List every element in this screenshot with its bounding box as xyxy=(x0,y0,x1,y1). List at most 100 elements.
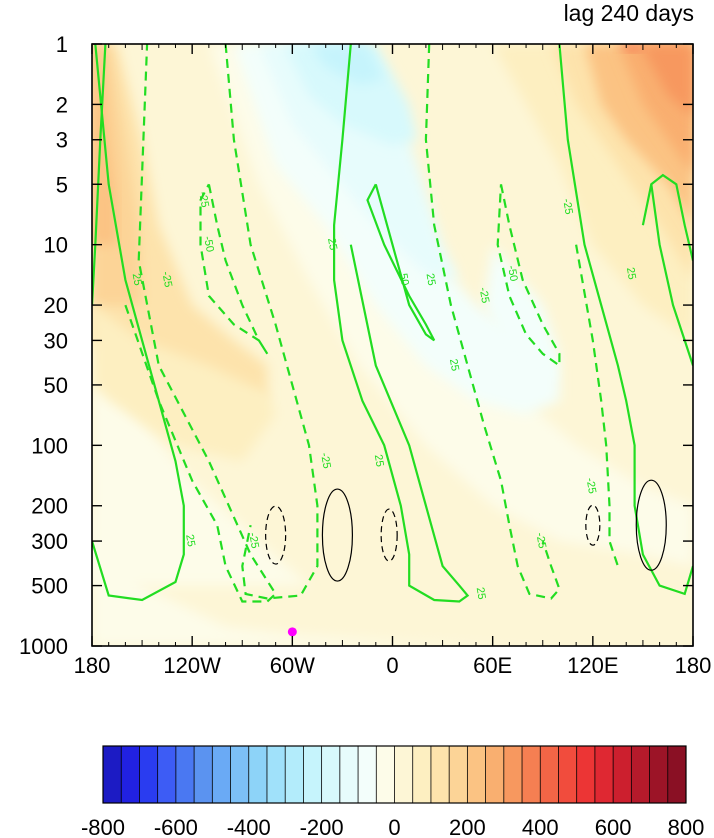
colorbar-swatch-30 xyxy=(649,746,669,803)
contour-line-7 xyxy=(424,44,561,600)
contour-label-1-5: -25 xyxy=(560,198,575,216)
contour-label-0-2: 25 xyxy=(325,237,339,251)
contour-label-0-5: 25 xyxy=(447,358,461,372)
black-negative-contour-1 xyxy=(380,508,398,562)
colorbar-swatch-16 xyxy=(394,746,414,803)
colorbar-label-3: -200 xyxy=(300,815,344,838)
contour-line-6 xyxy=(366,183,436,342)
shade-region-16 xyxy=(639,44,693,117)
contour-label-1-0: -25 xyxy=(159,271,174,289)
colorbar-label-6: 400 xyxy=(522,815,559,838)
contour-lines xyxy=(92,44,693,603)
contour-line-2 xyxy=(124,44,278,603)
contour-line-5 xyxy=(333,44,470,603)
shade-region-9 xyxy=(284,44,418,146)
y-tick-label-12: 1000 xyxy=(19,634,68,659)
contour-label-1-6: -25 xyxy=(533,532,548,550)
y-tick-label-4: 10 xyxy=(44,233,68,258)
colorbar-swatch-13 xyxy=(339,746,359,803)
reference-point-marker xyxy=(287,627,297,637)
x-tick-label-6: 180 xyxy=(675,653,712,678)
colorbar-swatch-28 xyxy=(613,746,632,803)
black-negative-contour-2 xyxy=(585,504,601,546)
contour-label-0-4: 25 xyxy=(424,272,438,286)
shade-region-1 xyxy=(92,340,309,586)
contour-labels: 25 25 25 25 25 25 25 25 -25 -25 -25 -25 -25 -25 -25 -25… xyxy=(130,191,638,637)
y-tick-label-7: 50 xyxy=(44,373,68,398)
colorbar-swatch-5 xyxy=(194,746,213,803)
x-tick-label-0: 180 xyxy=(74,653,111,678)
colorbar-swatch-17 xyxy=(412,746,432,803)
x-tick-label-5: 120E xyxy=(567,653,618,678)
contour-label-3-0: -50 xyxy=(201,235,216,253)
colorbar-swatch-26 xyxy=(576,746,596,803)
contour-label-1-3: -25 xyxy=(318,452,333,470)
x-tick-label-1: 120W xyxy=(163,653,221,678)
x-tick-label-4: 60E xyxy=(473,653,512,678)
contour-line-8 xyxy=(496,184,561,368)
y-tick-label-2: 3 xyxy=(56,128,68,153)
contour-line-3 xyxy=(199,183,269,355)
contour-line-0 xyxy=(92,44,185,602)
colorbar-swatch-22 xyxy=(503,746,523,803)
contour-label-1-2: -25 xyxy=(246,532,261,550)
shade-region-5 xyxy=(92,305,276,462)
axes: 180 120W 60W 0 60E 120E 180 1 2 3 5 10 20 30 50 100 200 3… xyxy=(19,32,711,678)
colorbar-swatch-12 xyxy=(321,746,341,803)
y-tick-label-0: 1 xyxy=(56,32,68,57)
colorbar-swatch-23 xyxy=(522,746,541,803)
y-tick-label-6: 30 xyxy=(44,328,68,353)
colorbar-swatch-21 xyxy=(485,746,505,803)
colorbar-swatch-8 xyxy=(248,746,268,803)
colorbar-swatch-10 xyxy=(285,746,304,803)
colorbar-swatch-3 xyxy=(157,746,177,803)
colorbar-swatch-2 xyxy=(139,746,159,803)
colorbar-swatch-1 xyxy=(121,746,140,803)
y-tick-label-1: 2 xyxy=(56,92,68,117)
contour-label-1-7: -25 xyxy=(583,477,598,495)
colorbar-swatch-24 xyxy=(540,746,559,803)
contour-line-12 xyxy=(575,244,619,567)
colorbar-label-2: -400 xyxy=(227,815,271,838)
contour-line-9 xyxy=(558,44,693,596)
chart-title: lag 240 days xyxy=(563,0,694,26)
colorbar-label-0: -800 xyxy=(81,815,125,838)
contour-label-1-4: -25 xyxy=(477,286,492,304)
colorbar-swatch-15 xyxy=(376,746,395,803)
shade-region-2 xyxy=(92,44,268,401)
contour-label-0-6: 25 xyxy=(474,586,488,600)
colorbar-label-4: 0 xyxy=(388,815,400,838)
contour-label-0-1: 25 xyxy=(183,533,197,547)
contour-label-3-1: -50 xyxy=(505,265,520,283)
contour-line-11 xyxy=(641,173,693,261)
contour-label-0-0: 25 xyxy=(130,272,144,286)
contour-line-1 xyxy=(92,44,107,306)
y-tick-label-8: 100 xyxy=(31,433,68,458)
colorbar-swatch-29 xyxy=(631,746,651,803)
colorbar-swatch-25 xyxy=(558,746,578,803)
contour-label-1-1: -25 xyxy=(196,191,211,209)
colorbar-swatch-14 xyxy=(358,746,377,803)
colorbar-swatch-6 xyxy=(212,746,232,803)
y-tick-label-3: 5 xyxy=(56,172,68,197)
x-tick-label-2: 60W xyxy=(270,653,315,678)
contour-label-0-7: 25 xyxy=(624,266,638,280)
colorbar-swatch-11 xyxy=(303,746,323,803)
colorbar-label-1: -600 xyxy=(154,815,198,838)
x-tick-label-3: 0 xyxy=(386,653,398,678)
colorbar-swatch-18 xyxy=(430,746,450,803)
black-positive-contour-0 xyxy=(321,488,354,582)
shade-region-8 xyxy=(258,44,460,280)
colorbar-swatch-4 xyxy=(175,746,195,803)
y-tick-label-11: 500 xyxy=(31,574,68,599)
contour-line-4 xyxy=(224,44,319,600)
black-negative-contour-0 xyxy=(265,505,287,565)
colorbar-label-8: 800 xyxy=(668,815,705,838)
colorbar: -800 -600 -400 -200 0 200 400 600 800 xyxy=(81,745,705,838)
colorbar-swatch-0 xyxy=(103,746,122,803)
colorbar-swatch-31 xyxy=(667,746,687,803)
colorbar-swatch-7 xyxy=(230,746,250,803)
black-positive-contour-1 xyxy=(635,479,667,571)
colorbar-label-5: 200 xyxy=(449,815,486,838)
